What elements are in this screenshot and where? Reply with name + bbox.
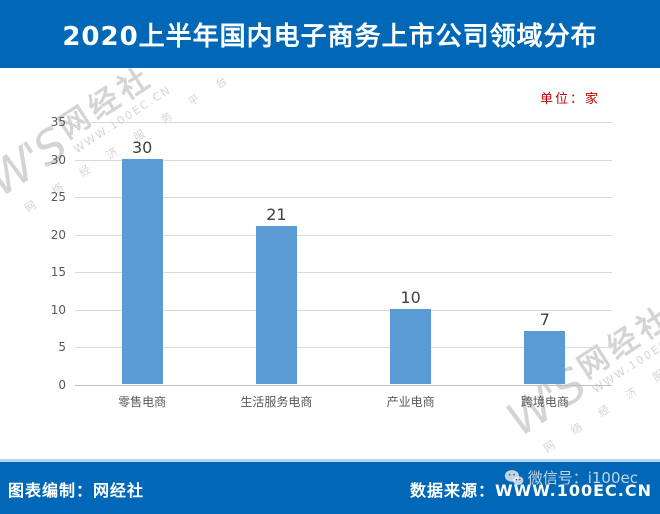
gridline xyxy=(75,272,612,274)
chart-title-bar: 2020上半年国内电子商务上市公司领域分布 xyxy=(0,0,660,68)
gridline xyxy=(75,159,612,161)
page-title: 2020上半年国内电子商务上市公司领域分布 xyxy=(62,21,598,52)
bar-生活服务电商 xyxy=(255,226,297,384)
y-tick-label: 25 xyxy=(50,190,66,205)
bar-产业电商 xyxy=(390,308,432,384)
footer-bar: 图表编制：网经社 数据来源：WWW.100EC.CN 微信号：i100ec xyxy=(0,459,660,514)
bar-value-label: 21 xyxy=(266,205,287,225)
wechat-icon xyxy=(504,469,524,485)
category-label: 跨境电商 xyxy=(520,395,569,409)
gridline xyxy=(75,309,612,311)
category-label: 零售电商 xyxy=(118,395,167,409)
footer-source: 数据来源：WWW.100EC.CN xyxy=(409,481,652,500)
wechat-id-label: 微信号：i100ec xyxy=(527,469,638,487)
y-tick-label: 35 xyxy=(50,115,66,129)
bar-value-label: 7 xyxy=(539,310,550,330)
x-axis-line xyxy=(75,385,612,386)
gridline xyxy=(75,122,612,123)
y-tick-label: 0 xyxy=(58,378,66,392)
y-tick-label: 10 xyxy=(50,302,66,317)
bar-value-label: 30 xyxy=(131,137,153,157)
unit-label: 单位：家 xyxy=(539,92,600,107)
bar-零售电商 xyxy=(121,158,163,384)
gridline xyxy=(75,197,612,199)
y-tick-label: 30 xyxy=(50,152,66,167)
bar-跨境电商 xyxy=(524,331,566,384)
gridline xyxy=(75,347,612,349)
y-tick-label: 5 xyxy=(58,340,66,355)
y-tick-label: 15 xyxy=(50,265,66,280)
category-label: 生活服务电商 xyxy=(240,395,313,409)
bar-value-label: 10 xyxy=(400,287,421,307)
gridline xyxy=(75,234,612,236)
wechat-watermark: 微信号：i100ec xyxy=(504,467,638,488)
footer-credit: 图表编制：网经社 xyxy=(8,481,145,500)
category-label: 产业电商 xyxy=(386,395,435,409)
bar-chart-plot: 0 5 10 15 20 25 30 35 30 零售电商 21 生活服务电商 10 产业电商 7 跨境电商 xyxy=(51,115,612,409)
y-tick-label: 20 xyxy=(50,227,66,242)
